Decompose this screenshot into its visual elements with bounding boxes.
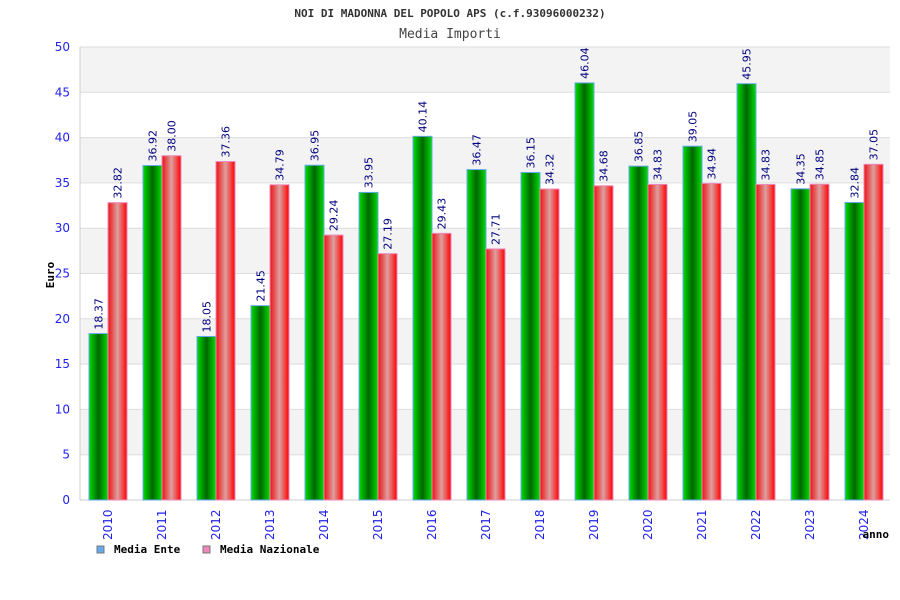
bar-media-nazionale-2019: [593, 185, 614, 501]
x-tick-label: 2023: [803, 509, 817, 540]
legend-swatch-media-ente: [96, 545, 105, 554]
data-label: 38.00: [166, 120, 179, 152]
bar-media-ente-2024: [844, 201, 865, 501]
y-tick-label: 35: [55, 176, 70, 190]
data-label: 34.35: [795, 153, 808, 185]
data-label: 34.94: [706, 148, 719, 180]
data-label: 36.47: [471, 134, 484, 166]
x-tick-label: 2024: [857, 509, 871, 540]
x-tick-label: 2014: [317, 509, 331, 540]
data-label: 21.45: [255, 270, 268, 302]
x-tick-label: 2016: [425, 509, 439, 540]
bar-media-ente-2011: [142, 165, 163, 501]
data-label: 34.85: [814, 149, 827, 181]
x-tick-label: 2010: [101, 509, 115, 540]
bar-media-nazionale-2018: [539, 188, 560, 501]
bar-media-ente-2010: [88, 333, 109, 501]
data-label: 34.83: [760, 149, 773, 181]
y-tick-label: 0: [62, 493, 70, 507]
x-tick-label: 2019: [587, 509, 601, 540]
bar-media-nazionale-2023: [809, 183, 830, 501]
data-label: 27.71: [490, 213, 503, 245]
x-tick-label: 2021: [695, 509, 709, 540]
legend-label-media-ente: Media Ente: [114, 543, 181, 556]
x-tick-label: 2022: [749, 509, 763, 540]
bar-media-nazionale-2014: [323, 234, 344, 501]
data-label: 46.04: [579, 47, 592, 79]
legend-label-media-nazionale: Media Nazionale: [220, 543, 320, 556]
bar-media-ente-2012: [196, 335, 217, 501]
data-label: 34.83: [652, 149, 665, 181]
x-tick-label: 2018: [533, 509, 547, 540]
bar-media-nazionale-2016: [431, 232, 452, 501]
data-label: 45.95: [741, 48, 754, 80]
x-tick-label: 2012: [209, 509, 223, 540]
data-label: 36.15: [525, 137, 538, 169]
bar-media-ente-2017: [466, 169, 487, 501]
bar-media-ente-2015: [358, 191, 379, 501]
bar-media-nazionale-2017: [485, 248, 506, 501]
bar-media-ente-2014: [304, 164, 325, 501]
y-tick-label: 50: [55, 40, 70, 54]
y-tick-label: 30: [55, 221, 70, 235]
data-label: 29.43: [436, 198, 449, 230]
data-label: 36.85: [633, 131, 646, 163]
bar-media-nazionale-2020: [647, 183, 668, 501]
bar-media-nazionale-2010: [107, 202, 128, 501]
legend-swatch-media-nazionale: [202, 545, 211, 554]
legend: Media Ente Media Nazionale: [96, 543, 320, 556]
bar-media-ente-2013: [250, 305, 271, 501]
bar-media-ente-2020: [628, 165, 649, 501]
bar-media-ente-2022: [736, 83, 757, 501]
data-label: 34.32: [544, 154, 557, 186]
bar-media-nazionale-2024: [863, 163, 884, 501]
x-tick-label: 2017: [479, 509, 493, 540]
bar-media-nazionale-2022: [755, 183, 776, 501]
data-label: 33.95: [363, 157, 376, 189]
bar-media-nazionale-2021: [701, 182, 722, 501]
data-label: 37.05: [868, 129, 881, 161]
x-tick-label: 2015: [371, 509, 385, 540]
x-tick-label: 2013: [263, 509, 277, 540]
y-tick-label: 40: [55, 131, 70, 145]
y-axis-label: Euro: [44, 261, 57, 288]
data-label: 34.79: [274, 149, 287, 181]
data-label: 29.24: [328, 200, 341, 232]
x-axis-label: anno: [863, 528, 890, 541]
data-label: 34.68: [598, 150, 611, 182]
y-tick-label: 5: [62, 448, 70, 462]
bar-media-ente-2021: [682, 145, 703, 501]
y-tick-label: 10: [55, 402, 70, 416]
chart-subtitle: Media Importi: [399, 27, 501, 42]
bar-media-ente-2018: [520, 171, 541, 501]
y-tick-label: 45: [55, 85, 70, 99]
bar-media-ente-2016: [412, 135, 433, 501]
bar-media-nazionale-2012: [215, 161, 236, 501]
y-tick-label: 25: [55, 267, 70, 281]
x-tick-label: 2020: [641, 509, 655, 540]
data-label: 32.82: [112, 167, 125, 199]
data-label: 27.19: [382, 218, 395, 250]
data-label: 40.14: [417, 101, 430, 133]
data-label: 39.05: [687, 111, 700, 143]
bar-media-ente-2019: [574, 82, 595, 501]
data-label: 37.36: [220, 126, 233, 158]
bar-media-nazionale-2013: [269, 184, 290, 501]
bar-media-nazionale-2015: [377, 253, 398, 501]
chart-title: NOI DI MADONNA DEL POPOLO APS (c.f.93096…: [294, 7, 605, 20]
x-tick-label: 2011: [155, 509, 169, 540]
data-label: 32.84: [849, 167, 862, 199]
grid-band: [80, 47, 890, 93]
data-label: 18.37: [93, 298, 106, 330]
data-label: 36.95: [309, 130, 322, 162]
bar-media-nazionale-2011: [161, 155, 182, 501]
data-label: 18.05: [201, 301, 214, 333]
y-tick-label: 15: [55, 357, 70, 371]
bar-media-ente-2023: [790, 188, 811, 501]
data-label: 36.92: [147, 130, 160, 162]
y-tick-label: 20: [55, 312, 70, 326]
